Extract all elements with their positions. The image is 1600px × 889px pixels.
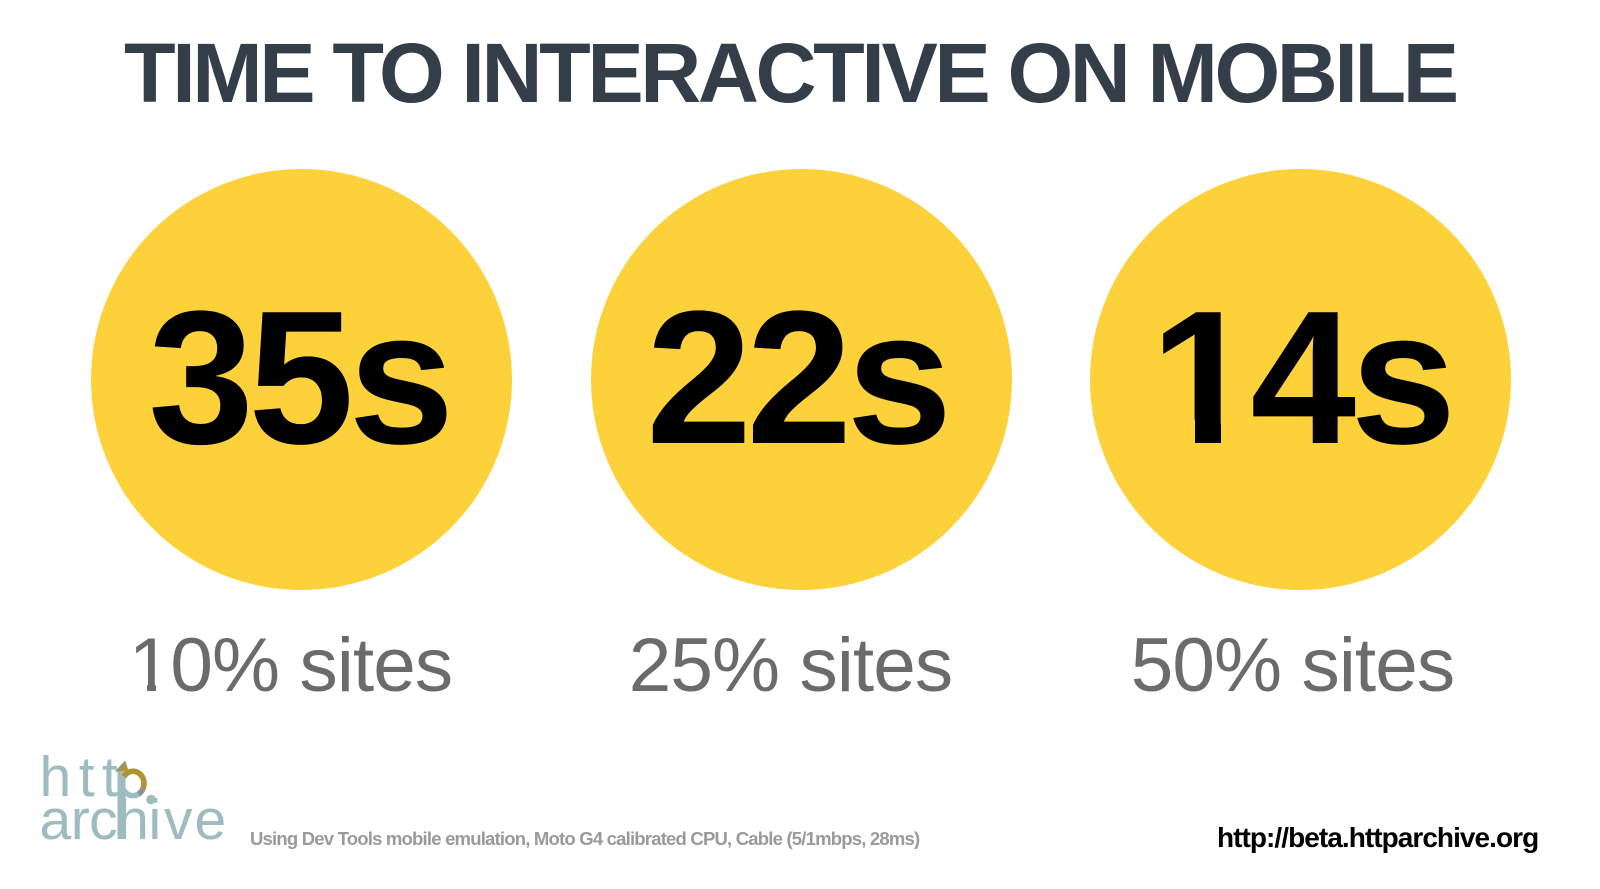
svg-text:htt: htt bbox=[40, 745, 126, 809]
svg-text:arch: arch bbox=[40, 788, 149, 852]
svg-text:ve: ve bbox=[164, 788, 228, 852]
